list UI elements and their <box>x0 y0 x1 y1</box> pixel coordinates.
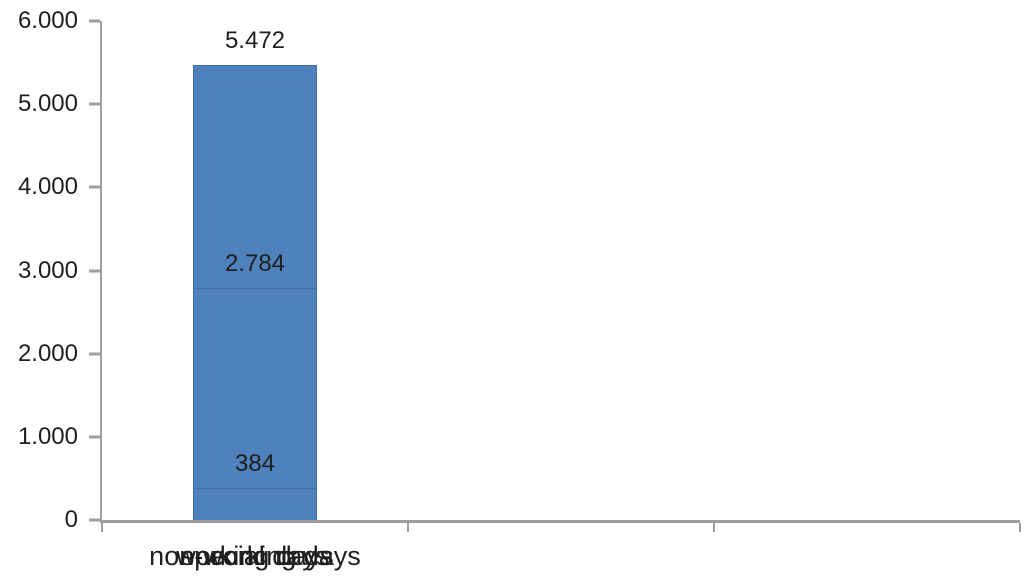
y-axis-label: 6.000 <box>17 7 78 34</box>
bar-value-label: 2.784 <box>224 250 286 278</box>
bar-non-working-days <box>192 288 317 520</box>
bar-group-non-working-days: 2.784 non-working days <box>102 21 408 571</box>
bar-special-days <box>192 488 317 520</box>
category-label-special-days: special days <box>180 541 330 571</box>
y-axis-label: 5.000 <box>17 90 78 118</box>
y-axis-label: 4.000 <box>17 173 78 201</box>
x-axis-tick <box>713 523 715 532</box>
x-axis-tick <box>406 523 409 532</box>
plot-area: 6.000 5.000 4.000 3.000 2.000 1.000 <box>18 9 1021 571</box>
category-label-non-working-days: non-working days <box>149 541 361 571</box>
category-label-working-days: working days <box>176 541 334 571</box>
y-axis-label: 3.000 <box>17 256 78 284</box>
y-axis-tick <box>89 352 100 356</box>
x-axis-tick <box>1019 523 1021 532</box>
y-axis-tick <box>89 518 100 522</box>
y-axis-label: 1.000 <box>17 422 78 450</box>
y-axis-tick <box>89 269 100 272</box>
bar-value-label: 384 <box>234 450 276 478</box>
y-axis-tick <box>89 102 100 106</box>
bar-value-label: 5.472 <box>224 26 286 54</box>
y-axis-tick <box>89 19 100 23</box>
y-axis-tick <box>89 435 100 439</box>
bar-group-special-days: 384 special days <box>102 21 408 571</box>
y-axis-label: 0 <box>64 506 78 533</box>
y-axis-tick <box>89 185 100 189</box>
y-axis-label: 2.000 <box>17 339 78 367</box>
x-axis-tick <box>101 523 103 532</box>
